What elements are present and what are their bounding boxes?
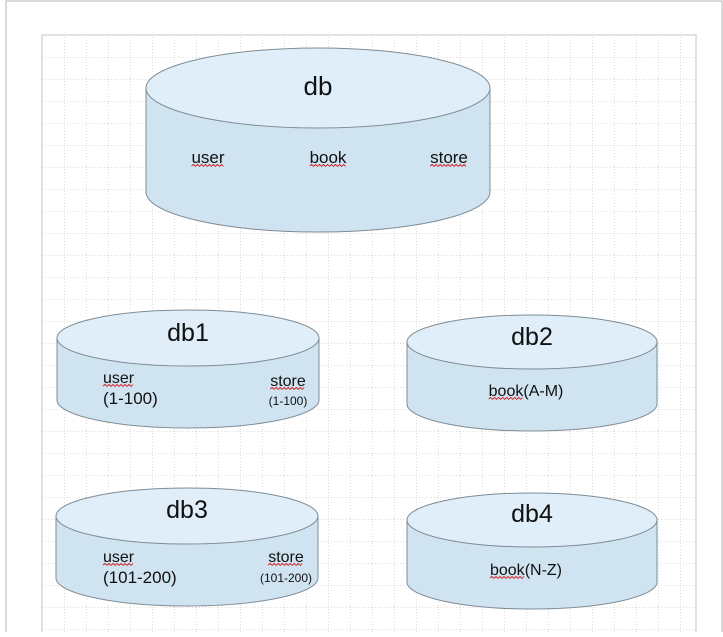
database-cylinder-db3: db3 user (101-200) store (101-200) — [55, 487, 319, 607]
cylinder-top — [55, 487, 319, 545]
spellcheck-underline — [102, 562, 134, 567]
table-label-text: book(A-M) — [489, 383, 564, 400]
table-range: (1-100) — [103, 389, 158, 408]
spellcheck-underline — [269, 386, 305, 391]
table-name: user — [191, 148, 224, 167]
table-name: store — [268, 549, 304, 566]
database-title: db4 — [511, 500, 553, 528]
cylinder-top — [145, 47, 491, 129]
database-cylinder-db: db user book store — [145, 47, 491, 233]
cylinder-top — [406, 314, 658, 370]
table-name: book — [489, 383, 525, 400]
table-label-text: book(N-Z) — [490, 562, 562, 579]
table-range: (101-200) — [260, 571, 312, 585]
table-label-user: user — [191, 148, 225, 168]
spellcheck-underline — [191, 163, 224, 168]
table-name: store — [270, 373, 306, 390]
table-range: (1-100) — [269, 394, 308, 408]
table-label-store: store (101-200) — [260, 549, 312, 585]
database-title: db1 — [167, 319, 209, 347]
spellcheck-underline — [488, 396, 523, 401]
database-cylinder-db4: db4 book(N-Z) — [406, 492, 658, 610]
table-label-book: book(A-M) — [488, 383, 564, 401]
database-title: db3 — [166, 496, 208, 524]
table-range: (101-200) — [103, 568, 177, 587]
table-name: user — [103, 549, 135, 566]
table-name: book — [490, 562, 526, 579]
spellcheck-underline — [309, 163, 346, 168]
spellcheck-underline — [102, 383, 134, 388]
table-range: (N-Z) — [525, 562, 562, 579]
table-name: store — [430, 148, 468, 167]
table-name: book — [310, 148, 347, 167]
spellcheck-underline — [429, 163, 467, 168]
spellcheck-underline — [267, 562, 303, 567]
cylinder-top — [406, 492, 658, 548]
database-cylinder-db1: db1 user (1-100) store (1-100) — [56, 309, 320, 429]
table-label-book: book(N-Z) — [489, 562, 562, 580]
table-range: (A-M) — [523, 383, 563, 400]
table-label-book: book — [309, 148, 347, 168]
database-title: db — [304, 71, 333, 101]
cylinders-layer: db user book store db1 user (1-100) store (1-100… — [55, 47, 658, 610]
spellcheck-underline — [489, 575, 525, 580]
cylinder-body — [145, 87, 491, 233]
table-label-user: user (1-100) — [102, 370, 158, 408]
table-label-store: store — [429, 148, 468, 168]
cylinder-top — [56, 309, 320, 367]
database-title: db2 — [511, 323, 553, 351]
table-name: user — [103, 370, 135, 387]
database-cylinder-db2: db2 book(A-M) — [406, 314, 658, 432]
table-label-store: store (1-100) — [269, 373, 308, 408]
table-label-user: user (101-200) — [102, 549, 177, 587]
